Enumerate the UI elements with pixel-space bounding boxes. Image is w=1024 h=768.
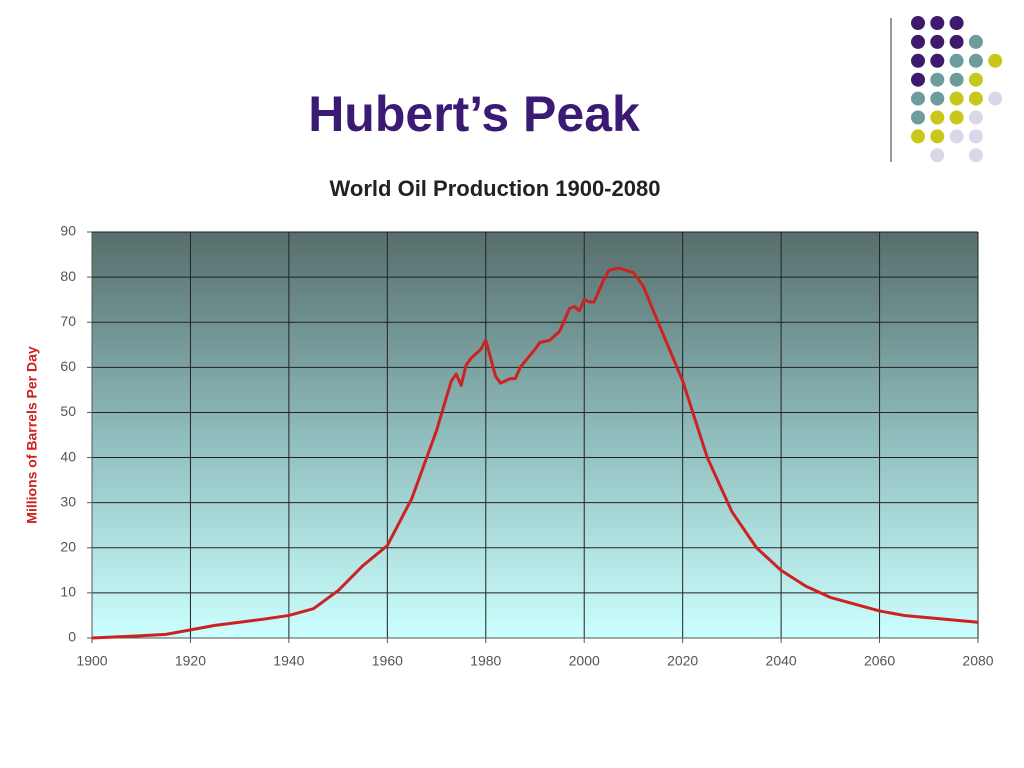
decor-dot	[949, 53, 964, 68]
decor-dot	[949, 34, 964, 49]
decor-dot	[911, 53, 925, 68]
x-tick-label: 2080	[962, 653, 993, 669]
decor-dot	[930, 91, 945, 106]
x-tick-label: 1980	[470, 653, 501, 669]
y-tick-label: 90	[60, 223, 76, 239]
decor-dot	[930, 16, 945, 30]
decor-dot	[968, 72, 983, 87]
y-tick-label: 10	[60, 584, 76, 600]
decor-dot	[930, 34, 945, 49]
y-tick-label: 40	[60, 448, 76, 464]
y-tick-label: 60	[60, 358, 76, 374]
decor-dot	[949, 72, 964, 87]
decor-dot	[949, 91, 964, 106]
x-tick-label: 2020	[667, 653, 698, 669]
decor-dot	[911, 72, 925, 87]
y-tick-label: 70	[60, 313, 76, 329]
x-tick-label: 1900	[76, 653, 107, 669]
x-tick-label: 1960	[372, 653, 403, 669]
decor-dot	[968, 91, 983, 106]
y-tick-label: 20	[60, 538, 76, 554]
y-axis-label: Millions of Barrels Per Day	[24, 346, 40, 524]
decor-dot	[930, 129, 945, 144]
decor-dot	[911, 34, 925, 49]
decor-dot	[911, 129, 925, 144]
decor-dot	[911, 110, 925, 125]
decor-dot	[968, 53, 983, 68]
decor-dot	[911, 16, 925, 30]
y-tick-label: 80	[60, 268, 76, 284]
decor-dot	[968, 110, 983, 125]
slide-title: Hubert’s Peak	[308, 86, 640, 142]
decor-dot	[930, 53, 945, 68]
decor-dot	[949, 110, 964, 125]
decor-dot	[949, 16, 964, 30]
decor-dot	[968, 129, 983, 144]
decor-dot	[968, 34, 983, 49]
decor-dot	[930, 110, 945, 125]
x-tick-label: 2000	[569, 653, 600, 669]
x-tick-label: 1940	[273, 653, 304, 669]
decor-dot	[911, 91, 925, 106]
decor-dot	[949, 129, 964, 144]
decor-dot	[988, 53, 1003, 68]
chart-title: World Oil Production 1900-2080	[330, 176, 661, 201]
x-tick-label: 2060	[864, 653, 895, 669]
data-line	[91, 266, 979, 640]
y-tick-label: 30	[60, 493, 76, 509]
x-tick-label: 2040	[766, 653, 797, 669]
y-tick-label: 50	[60, 403, 76, 419]
decor-dot	[930, 148, 945, 163]
decor-dot	[968, 148, 983, 163]
decor-dot	[930, 72, 945, 87]
y-tick-label: 0	[68, 629, 76, 645]
decoration	[890, 16, 1003, 163]
decor-dot	[988, 91, 1003, 106]
x-tick-label: 1920	[175, 653, 206, 669]
plot-area	[92, 232, 978, 638]
